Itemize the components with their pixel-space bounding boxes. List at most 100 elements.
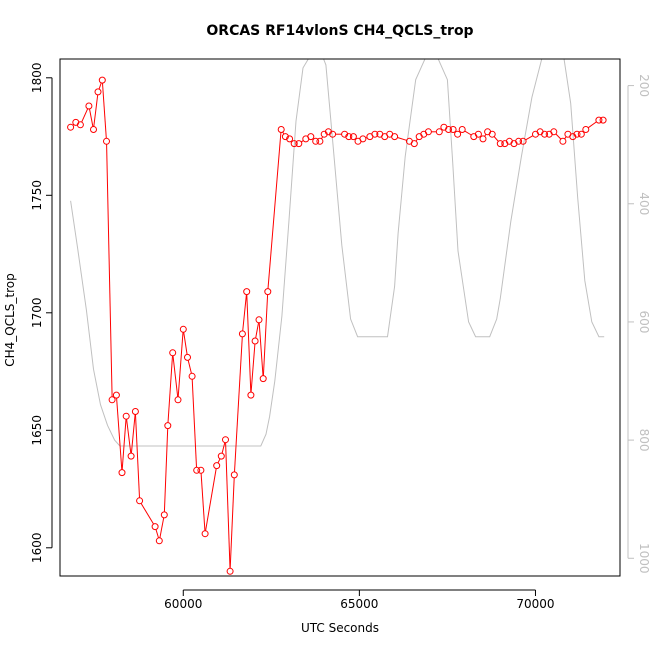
y-tick-label: 1700 <box>30 298 44 329</box>
series-red-point <box>90 126 97 133</box>
series-gray-line-group <box>70 59 605 447</box>
series-red-point <box>160 511 168 519</box>
series-red-segment <box>187 360 192 374</box>
series-red-point <box>329 130 337 138</box>
series-red-segment <box>126 419 132 454</box>
y-axis: 1600 1650 1700 1750 1800 <box>30 63 53 564</box>
series-red-point <box>131 408 139 415</box>
series-red-segment <box>191 379 197 468</box>
series-red-segment <box>93 94 99 127</box>
series-red-segment <box>135 414 140 498</box>
series-red-point <box>435 128 443 136</box>
series-red-point <box>595 116 603 124</box>
y2-tick-label: 800 <box>637 429 650 452</box>
series-red-point <box>577 130 585 138</box>
series-red-point <box>312 137 320 145</box>
series-red-point <box>255 316 263 324</box>
y2-axis: 200 400 600 800 1000 <box>627 74 650 574</box>
series-red-point <box>345 133 353 141</box>
series-red-point <box>179 325 187 333</box>
series-red-point <box>127 452 135 460</box>
series-red-point <box>307 133 315 141</box>
series-red-point <box>286 135 294 143</box>
series-red-point <box>174 396 182 404</box>
series-red-point <box>599 116 607 124</box>
series-red-point <box>454 130 462 138</box>
y-tick-label: 1800 <box>30 63 44 94</box>
series-red-segment <box>121 419 127 470</box>
series-red-point <box>122 412 130 420</box>
series-red-point <box>94 88 102 96</box>
series-red-point <box>67 123 75 131</box>
series-red-segment <box>89 108 94 127</box>
series-red-segment <box>258 322 264 376</box>
series-red-point <box>474 130 482 138</box>
series-red-segment <box>493 136 499 142</box>
series-red-point <box>281 133 289 141</box>
series-red-point <box>488 130 496 138</box>
series-red-point <box>243 288 251 296</box>
series-red-segment <box>255 322 259 339</box>
series-red-point <box>424 128 432 136</box>
series-red-segment <box>262 294 269 376</box>
series-red-point <box>197 466 205 474</box>
series-red-point <box>573 130 581 138</box>
series-red-point <box>118 469 126 477</box>
plot-frame <box>59 58 621 577</box>
series-red-point <box>155 537 163 545</box>
series-red-point <box>169 349 177 357</box>
series-red-point <box>193 466 201 474</box>
series-red-segment <box>555 133 562 140</box>
series-red-point <box>349 133 357 141</box>
series-red-point <box>290 140 298 148</box>
series-red-segment <box>229 477 235 569</box>
x-tick-label: 60000 <box>164 597 202 611</box>
series-red-point <box>238 330 246 338</box>
series-red-segment <box>140 503 155 525</box>
series-red-point <box>359 135 367 143</box>
y-tick-label: 1600 <box>30 533 44 564</box>
series-red-segment <box>234 336 243 473</box>
series-red-point <box>582 126 590 133</box>
series-red-segment <box>106 144 113 397</box>
series-red-point <box>479 135 487 143</box>
series-red-segment <box>242 294 247 332</box>
series-red-point <box>164 422 172 430</box>
series-red-segment <box>116 397 123 470</box>
series-red-point <box>136 497 144 505</box>
series-red-segment <box>397 137 407 141</box>
series-red-point <box>550 128 558 136</box>
series-red-segment <box>267 132 282 289</box>
y2-tick-label: 200 <box>637 74 650 97</box>
series-red-point <box>371 130 379 138</box>
y2-tick-label: 1000 <box>637 543 650 574</box>
series-red-point <box>445 126 452 133</box>
y-axis-label: CH4_QCLS_trop <box>3 273 17 367</box>
series-red-point <box>295 140 303 148</box>
series-red-point <box>76 121 84 129</box>
x-tick-label: 65000 <box>340 597 378 611</box>
series-red-segment <box>525 135 534 141</box>
series-red-segment <box>172 355 179 397</box>
series-red-point <box>103 137 110 145</box>
series-red-point <box>213 462 221 470</box>
series-red-segment <box>464 130 472 136</box>
series-red-segment <box>81 108 89 123</box>
y-tick-label: 1750 <box>30 180 44 211</box>
series-red-point <box>217 452 225 460</box>
y2-tick-label: 600 <box>637 310 650 333</box>
series-red-point <box>519 137 527 145</box>
series-red-group <box>67 76 607 575</box>
series-red-point <box>201 530 209 538</box>
series-red-point <box>151 523 159 531</box>
series-red-point <box>391 133 399 141</box>
series-red-point <box>259 375 267 383</box>
series-red-point <box>264 288 272 296</box>
series-red-point <box>458 126 466 133</box>
series-red-point <box>316 137 324 145</box>
series-red-point <box>251 337 259 345</box>
series-red-point <box>410 140 418 148</box>
series-red-segment <box>200 473 206 531</box>
series-red-point <box>496 140 504 148</box>
